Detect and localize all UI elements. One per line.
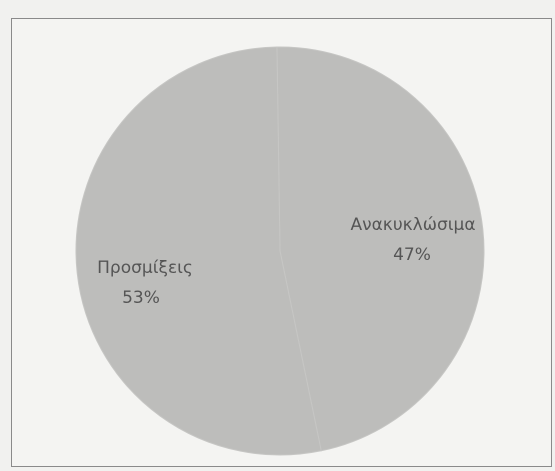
slice-percent-recyclables: 47%: [393, 245, 431, 265]
slice-label-recyclables: Ανακυκλώσιμα: [350, 215, 475, 235]
pie-slices: [75, 46, 485, 456]
pie-slice-recyclables: [276, 46, 485, 452]
pie-slice-impurities: [75, 46, 322, 456]
slice-percent-impurities: 53%: [122, 288, 160, 308]
slice-label-impurities: Προσμίξεις: [97, 258, 193, 278]
